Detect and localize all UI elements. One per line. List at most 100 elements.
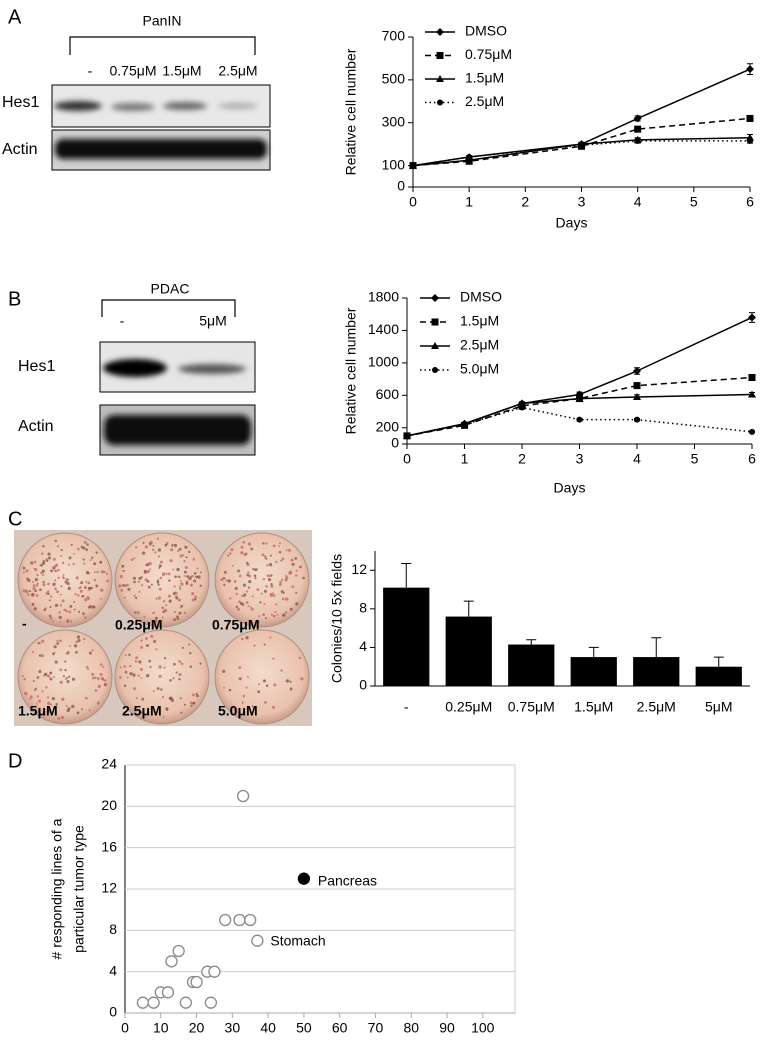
colony: [132, 674, 136, 677]
panel-label: D: [8, 750, 22, 772]
colony: [241, 594, 244, 598]
colony: [149, 568, 152, 570]
marker: [461, 421, 468, 428]
marker: [747, 137, 753, 144]
colony: [272, 544, 276, 548]
colony: [55, 703, 59, 706]
colony: [161, 573, 165, 577]
colony: [29, 697, 32, 700]
colony: [282, 597, 285, 601]
colony: [142, 541, 145, 544]
colony: [276, 613, 279, 616]
colony: [165, 604, 168, 607]
colony: [139, 667, 143, 672]
colony: [29, 695, 33, 699]
colony: [291, 585, 295, 589]
error-bar: [401, 563, 412, 588]
x-tick-label: 50: [296, 1020, 312, 1036]
colony: [87, 605, 91, 609]
colony: [120, 588, 124, 592]
colony: [136, 611, 140, 615]
colony: [66, 676, 69, 679]
colony: [173, 618, 176, 622]
legend-label: 2.5μM: [465, 93, 504, 109]
colony: [88, 651, 92, 655]
colony: [75, 576, 79, 580]
colony: [266, 564, 269, 567]
colony: [240, 545, 244, 549]
x-tick-label: 100: [471, 1020, 495, 1036]
colony: [174, 575, 177, 579]
colony: [79, 589, 83, 593]
colony: [180, 582, 184, 586]
colony: [102, 678, 105, 681]
colony: [99, 663, 103, 667]
colony: [58, 611, 61, 614]
colony: [126, 676, 129, 679]
colony: [76, 547, 80, 551]
well-label: 0.25μM: [115, 617, 162, 633]
y-tick-label: 4: [359, 638, 367, 654]
colony: [192, 701, 195, 705]
marker: [634, 416, 640, 423]
y-tick-label: 100: [382, 156, 406, 172]
y-tick-label: 0: [359, 677, 367, 693]
marker: [431, 342, 439, 349]
colony: [34, 568, 38, 572]
colony: [31, 651, 35, 654]
blot-group: PanIN: [143, 13, 182, 29]
colony: [86, 667, 90, 671]
colony: [32, 680, 35, 683]
y-axis-label: Colonies/10 5x fields: [329, 554, 345, 683]
x-tick-label: 0: [121, 1020, 129, 1036]
colony: [126, 583, 129, 587]
colony: [56, 639, 59, 642]
colony: [67, 707, 71, 710]
panel-label: B: [8, 288, 21, 310]
colony: [140, 639, 143, 642]
colony: [59, 604, 62, 607]
y-axis-label: Relative cell number: [343, 307, 359, 434]
colony: [262, 577, 266, 581]
point: [190, 975, 203, 989]
colony: [138, 590, 141, 593]
colony: [146, 674, 150, 678]
colony: [46, 709, 50, 713]
colony: [146, 570, 149, 574]
x-tick-label: 40: [260, 1020, 276, 1036]
marker: [404, 432, 410, 439]
colony: [238, 574, 242, 578]
colony: [87, 588, 90, 592]
colony: [263, 555, 267, 559]
colony: [260, 592, 263, 595]
colony: [93, 571, 96, 574]
colony: [165, 572, 168, 575]
colony: [146, 563, 150, 567]
annotation: Stomach: [270, 932, 325, 948]
colony: [64, 668, 67, 672]
colony: [277, 545, 280, 547]
colony: [155, 597, 158, 600]
colony: [181, 646, 184, 649]
colony: [200, 571, 202, 574]
colony: [31, 580, 34, 583]
colony: [281, 557, 285, 561]
colony: [162, 715, 165, 718]
colony: [300, 677, 304, 681]
colony: [41, 639, 45, 643]
colony: [236, 607, 240, 611]
x-tick-label: 6: [748, 451, 756, 467]
colony: [133, 580, 136, 584]
colony: [173, 543, 178, 548]
point: [233, 913, 246, 927]
colony: [180, 662, 184, 666]
colony: [89, 559, 92, 561]
colony: [248, 580, 252, 584]
colony: [190, 704, 193, 707]
colony: [264, 700, 267, 704]
colony: [84, 586, 87, 589]
x-tick-label: 0.75μM: [508, 699, 555, 715]
error-bar: [463, 600, 474, 617]
x-tick-label: 1.5μM: [574, 699, 613, 715]
colony: [247, 542, 252, 546]
